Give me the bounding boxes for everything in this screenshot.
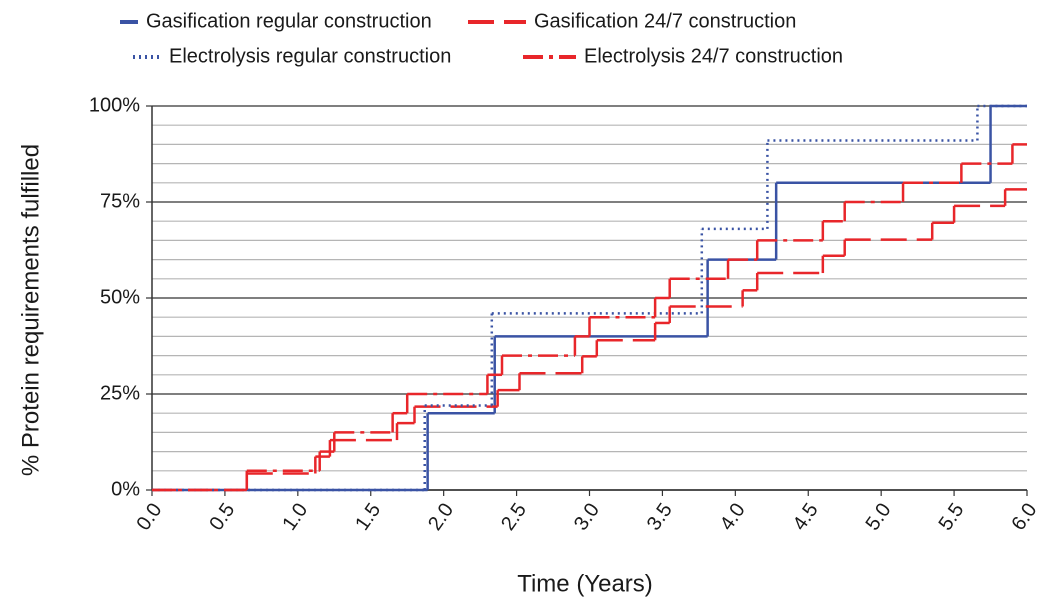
- x-tick-label: 4.0: [716, 499, 750, 534]
- legend-label: Gasification regular construction: [146, 10, 432, 32]
- x-tick-label: 4.5: [789, 499, 823, 534]
- y-tick-label: 50%: [100, 286, 140, 308]
- x-tick-label: 3.5: [643, 499, 677, 534]
- y-tick-label: 75%: [100, 190, 140, 212]
- x-tick-label: 2.0: [424, 499, 458, 534]
- legend-label: Electrolysis regular construction: [169, 45, 451, 67]
- x-tick-label: 5.0: [862, 499, 896, 534]
- y-tick-label: 25%: [100, 382, 140, 404]
- x-tick-label: 1.5: [351, 499, 385, 534]
- x-tick-label: 3.0: [570, 499, 604, 534]
- x-tick-label: 0.0: [132, 499, 166, 534]
- y-axis-label: % Protein requirements fulfilled: [17, 144, 44, 476]
- x-tick-label: 6.0: [1007, 499, 1040, 534]
- x-axis-label: Time (Years): [517, 570, 653, 597]
- y-tick-label: 100%: [89, 94, 140, 116]
- legend-label: Gasification 24/7 construction: [534, 10, 796, 32]
- y-tick-label: 0%: [111, 478, 140, 500]
- x-tick-label: 1.0: [278, 499, 312, 534]
- x-tick-label: 2.5: [497, 499, 531, 534]
- x-tick-label: 0.5: [205, 499, 239, 534]
- legend-label: Electrolysis 24/7 construction: [584, 45, 843, 67]
- x-tick-label: 5.5: [935, 499, 969, 534]
